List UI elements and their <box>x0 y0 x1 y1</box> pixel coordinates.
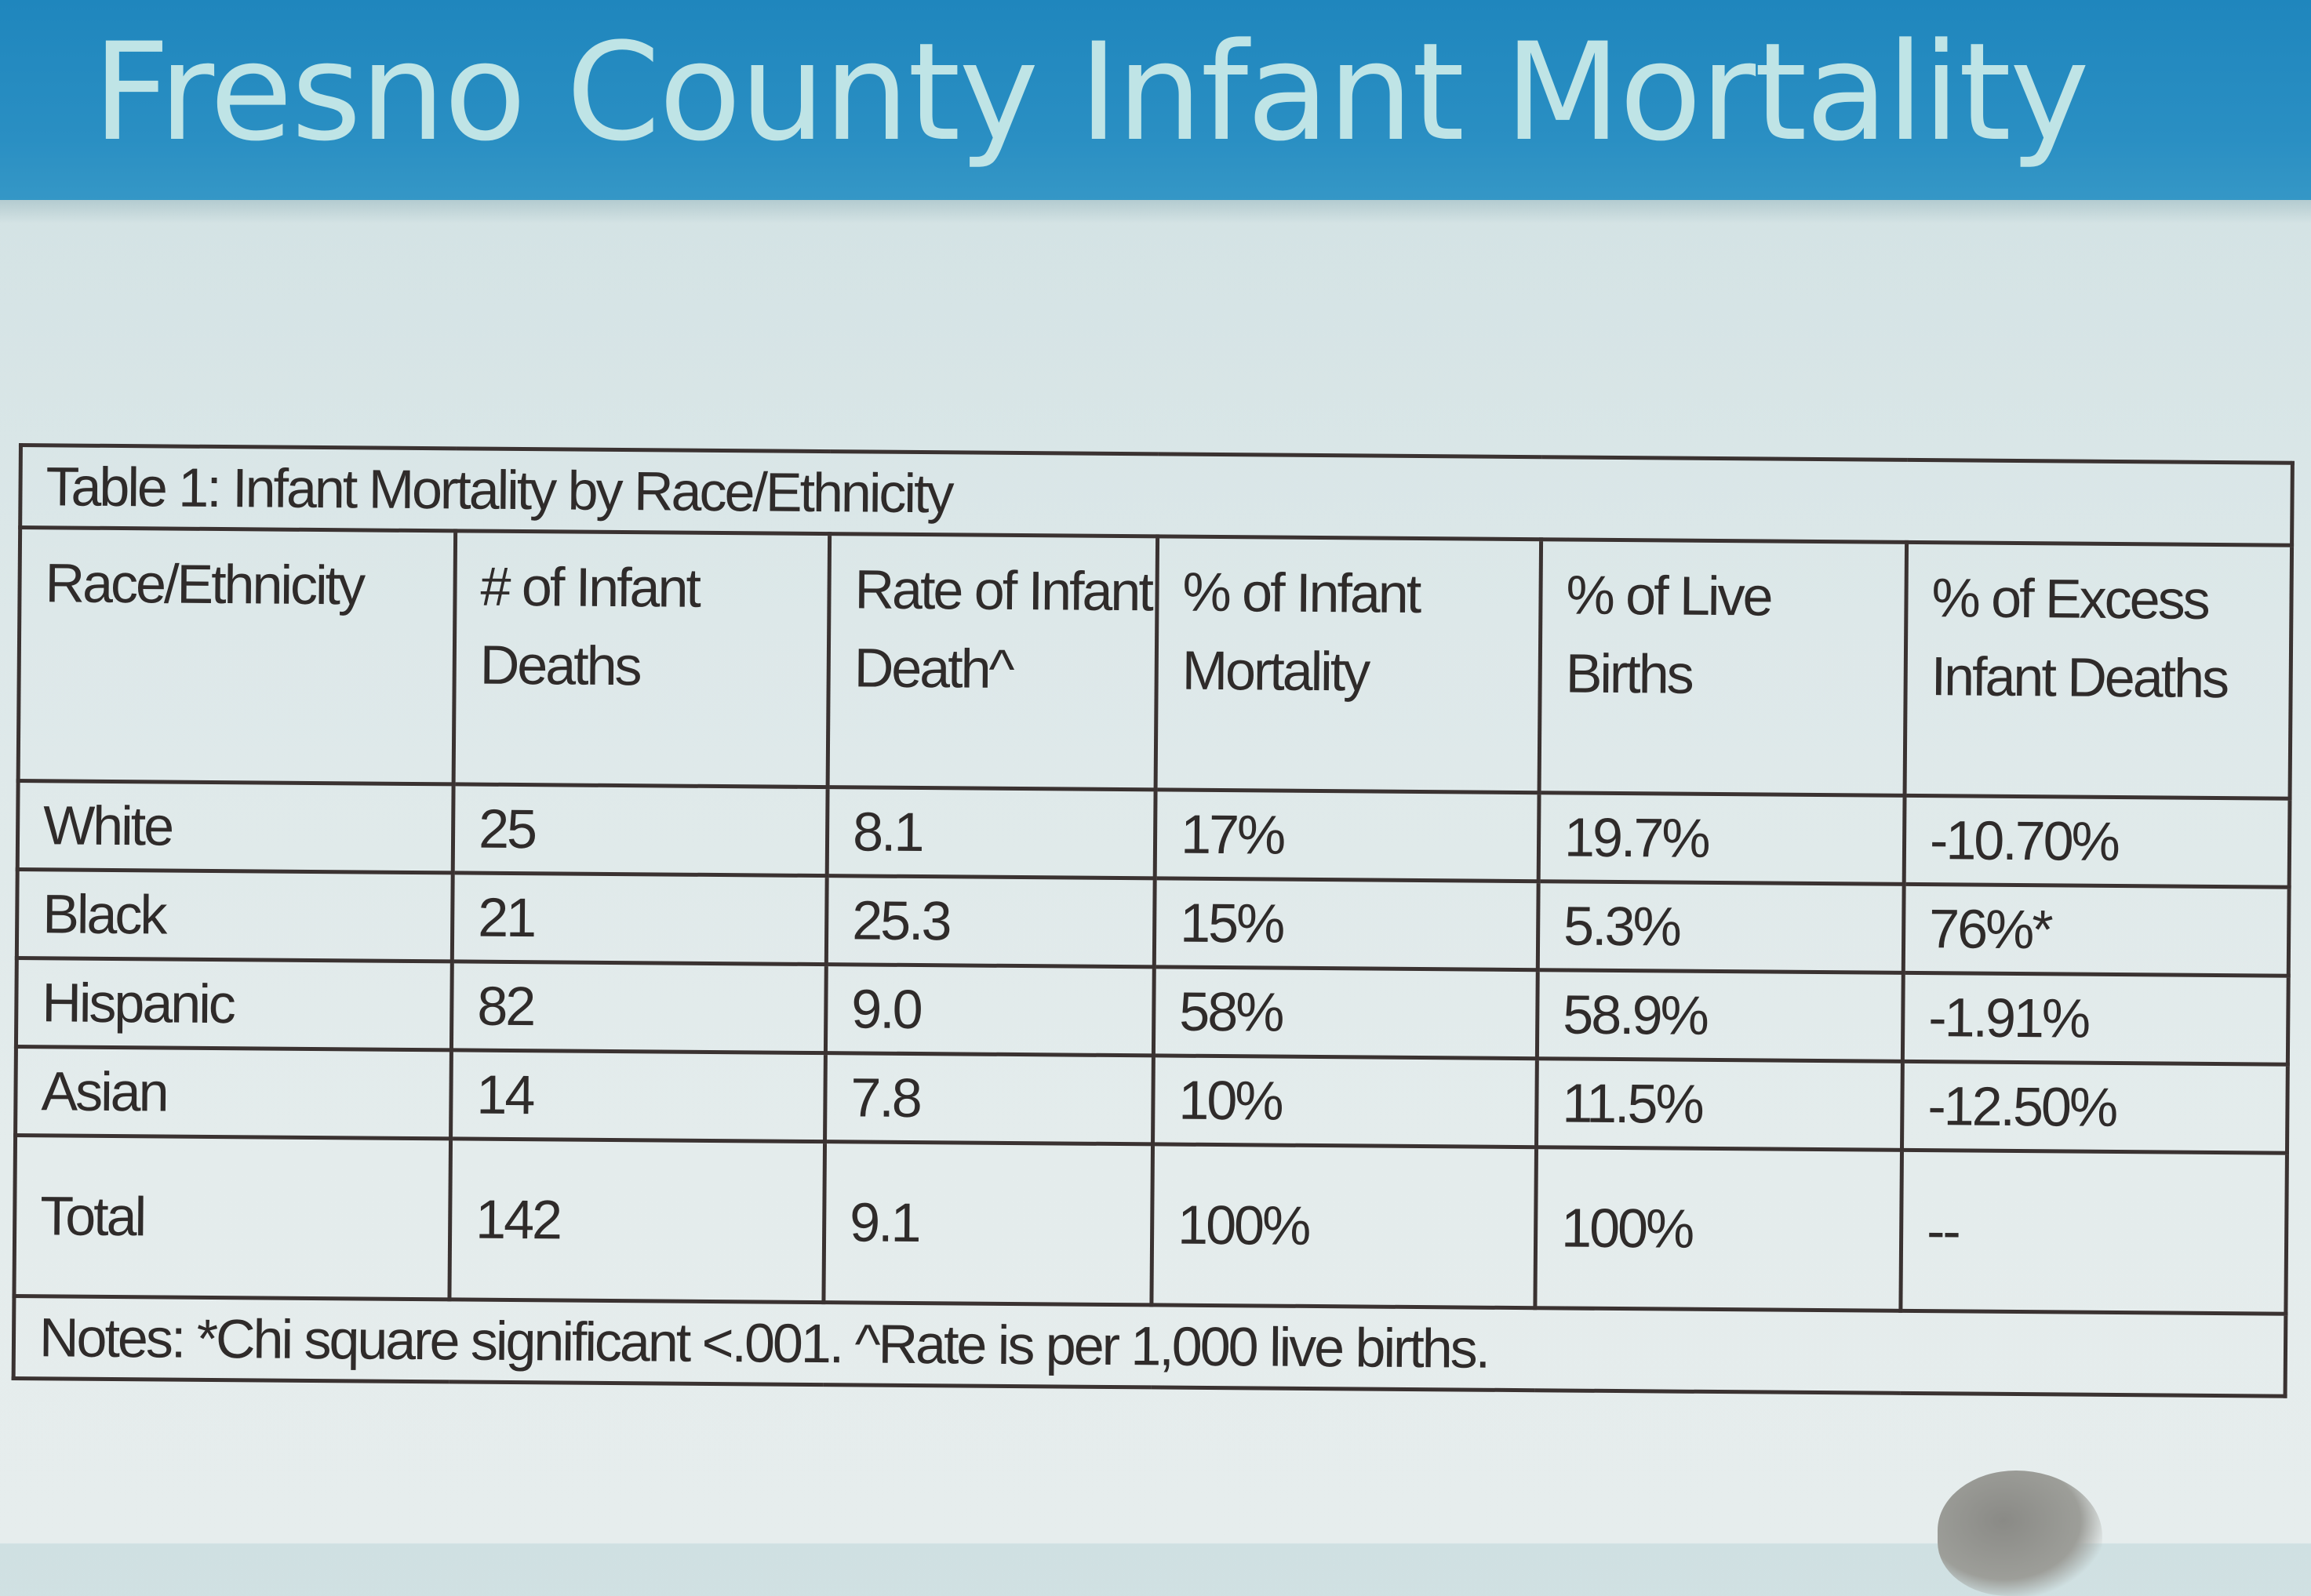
cell-race: Total <box>13 1135 451 1300</box>
cell-rate: 9.0 <box>825 964 1155 1056</box>
cell-pct-births: 11.5% <box>1536 1058 1903 1151</box>
table-notes: Notes: *Chi square significant <.001. ^R… <box>13 1296 2286 1397</box>
table-container: Table 1: Infant Mortality by Race/Ethnic… <box>13 443 2293 1397</box>
slide-title: Fresno County Infant Mortality <box>93 13 2090 171</box>
cell-pct-mortality: 100% <box>1151 1143 1537 1308</box>
table-notes-row: Notes: *Chi square significant <.001. ^R… <box>13 1296 2286 1397</box>
cell-deaths: 21 <box>452 872 828 965</box>
table-row: Black 21 25.3 15% 5.3% 76%* <box>16 869 2290 976</box>
title-bar: Fresno County Infant Mortality <box>0 0 2311 200</box>
header-pct-infant-mortality: % of Infant Mortality <box>1156 536 1541 793</box>
infant-mortality-table: Table 1: Infant Mortality by Race/Ethnic… <box>12 443 2295 1398</box>
cell-pct-births: 5.3% <box>1538 881 1905 973</box>
title-shadow <box>0 200 2311 224</box>
cell-pct-births: 100% <box>1534 1147 1902 1311</box>
table-total-row: Total 142 9.1 100% 100% -- <box>13 1135 2287 1314</box>
cell-race: Black <box>16 869 453 962</box>
cell-rate: 25.3 <box>826 875 1156 967</box>
cell-pct-mortality: 10% <box>1152 1055 1538 1147</box>
cell-race: Asian <box>15 1046 452 1139</box>
cell-pct-mortality: 17% <box>1155 789 1540 882</box>
header-rate-infant-death: Rate of Infant Death^ <box>828 533 1158 790</box>
header-infant-deaths: # of Infant Deaths <box>453 530 830 787</box>
cell-rate: 7.8 <box>824 1052 1154 1144</box>
cell-deaths: 82 <box>451 961 827 1053</box>
cell-race: Hispanic <box>16 958 453 1050</box>
cell-race: White <box>17 780 454 873</box>
header-race-ethnicity: Race/Ethnicity <box>18 527 456 784</box>
table-header-row: Race/Ethnicity # of Infant Deaths Rate o… <box>18 527 2292 799</box>
cell-deaths: 25 <box>453 783 828 876</box>
header-pct-excess-deaths: % of Excess Infant Deaths <box>1905 542 2292 799</box>
cell-pct-births: 19.7% <box>1538 792 1905 885</box>
header-pct-live-births: % of Live Births <box>1539 539 1907 796</box>
cell-pct-mortality: 58% <box>1153 966 1538 1059</box>
cell-pct-excess: -1.91% <box>1902 973 2289 1065</box>
cell-deaths: 14 <box>450 1049 826 1142</box>
cell-pct-excess: 76%* <box>1903 884 2290 976</box>
cell-pct-excess: -- <box>1900 1150 2287 1314</box>
cell-pct-excess: -10.70% <box>1904 795 2291 888</box>
table-row: Hispanic 82 9.0 58% 58.9% -1.91% <box>16 958 2289 1065</box>
cell-pct-mortality: 15% <box>1154 878 1539 970</box>
cell-pct-excess: -12.50% <box>1902 1061 2288 1154</box>
cell-deaths: 142 <box>449 1138 825 1303</box>
cell-rate: 9.1 <box>823 1141 1153 1305</box>
cell-rate: 8.1 <box>827 787 1156 878</box>
table-row: Asian 14 7.8 10% 11.5% -12.50% <box>15 1046 2288 1154</box>
table-row: White 25 8.1 17% 19.7% -10.70% <box>17 780 2291 888</box>
shadow-blob <box>1938 1471 2102 1596</box>
cell-pct-births: 58.9% <box>1537 969 1904 1062</box>
